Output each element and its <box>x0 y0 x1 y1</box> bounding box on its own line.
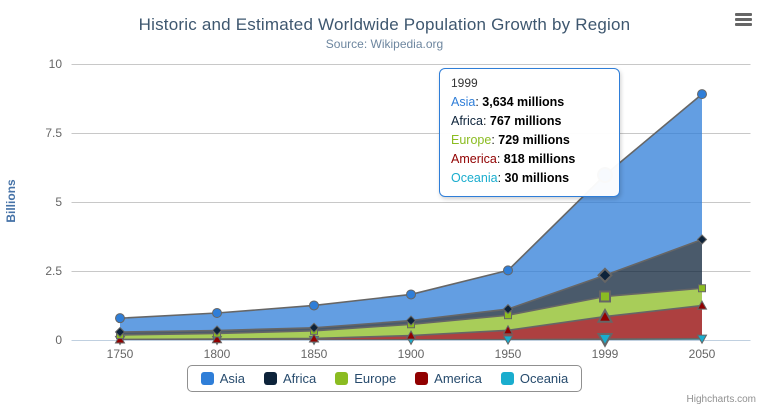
marker-africa-1850[interactable] <box>308 322 320 333</box>
marker-asia-1800[interactable] <box>212 308 222 319</box>
x-axis-label: 1750 <box>107 347 134 361</box>
area-asia[interactable] <box>120 94 702 333</box>
y-axis-label: 5 <box>55 195 62 209</box>
tooltip-row-asia: Asia: 3,634 millions <box>451 95 565 109</box>
y-axis-title: Billions <box>4 179 18 223</box>
tooltip-series-name: Africa <box>451 114 483 128</box>
marker-oceania-1950[interactable] <box>502 335 514 346</box>
legend-item-label: Oceania <box>519 371 569 386</box>
marker-europe-1999[interactable] <box>599 290 611 303</box>
tooltip-row-oceania: Oceania: 30 millions <box>451 171 570 185</box>
tooltip-series-name: Asia <box>451 95 476 109</box>
x-axis-label: 1900 <box>398 347 425 361</box>
marker-africa-1999[interactable] <box>597 267 613 284</box>
tooltip: 1999 Asia: 3,634 millions Africa: 767 mil… <box>439 68 620 197</box>
marker-oceania-2050[interactable] <box>696 334 708 345</box>
legend-item-africa[interactable]: Africa <box>264 371 316 386</box>
legend-item-label: Africa <box>283 371 317 386</box>
marker-asia-1750[interactable] <box>115 313 125 324</box>
legend: Asia Africa Europe America Oceania <box>0 365 769 392</box>
legend-item-label: Asia <box>219 371 246 386</box>
tooltip-series-name: Europe <box>451 133 492 147</box>
legend-swatch-europe <box>335 372 349 385</box>
legend-item-label: Europe <box>354 371 397 386</box>
marker-africa-2050[interactable] <box>696 234 708 245</box>
marker-america-1999[interactable] <box>596 308 614 323</box>
y-axis-label: 0 <box>55 333 62 347</box>
tooltip-header: 1999 <box>451 76 478 90</box>
tooltip-row-africa: Africa: 767 millions <box>451 114 562 128</box>
tooltip-row-europe: Europe: 729 millions <box>451 133 570 147</box>
marker-africa-1950[interactable] <box>502 303 514 315</box>
y-axis-label: 10 <box>49 57 63 71</box>
marker-asia-2050[interactable] <box>697 89 707 100</box>
x-axis-label: 2050 <box>689 347 716 361</box>
legend-item-america[interactable]: America <box>415 371 482 386</box>
marker-oceania-1999[interactable] <box>596 332 614 348</box>
hamburger-icon <box>735 13 752 16</box>
marker-america-1800[interactable] <box>211 333 223 344</box>
legend-swatch-asia <box>200 372 214 385</box>
legend-swatch-oceania <box>500 372 514 385</box>
tooltip-series-value: 30 millions <box>504 171 570 185</box>
marker-america-2050[interactable] <box>696 300 708 310</box>
marker-america-1950[interactable] <box>502 324 514 335</box>
marker-africa-1750[interactable] <box>114 326 126 338</box>
tooltip-series-value: 767 millions <box>489 114 562 128</box>
marker-europe-2050[interactable] <box>698 284 706 293</box>
legend-swatch-africa <box>264 372 278 385</box>
marker-asia-1950[interactable] <box>503 265 513 276</box>
chart-subtitle: Source: Wikipedia.org <box>325 37 444 51</box>
tooltip-series-value: 818 millions <box>503 152 576 166</box>
tooltip-series-name: Oceania <box>451 171 498 185</box>
area-africa[interactable] <box>120 239 702 335</box>
legend-item-label: America <box>434 371 482 386</box>
marker-asia-1900[interactable] <box>406 289 416 300</box>
tooltip-series-value: 729 millions <box>498 133 570 147</box>
legend-swatch-america <box>415 372 429 385</box>
legend-item-oceania[interactable]: Oceania <box>500 371 569 386</box>
legend-item-europe[interactable]: Europe <box>335 371 396 386</box>
marker-america-1750[interactable] <box>114 333 126 344</box>
x-axis-label: 1800 <box>204 347 231 361</box>
y-axis-label: 2.5 <box>45 264 62 278</box>
tooltip-rows: Asia: 3,634 millions Africa: 767 millions… <box>451 93 608 188</box>
tooltip-series-name: America <box>451 152 497 166</box>
marker-asia-1850[interactable] <box>309 300 319 311</box>
marker-america-1900[interactable] <box>405 329 417 340</box>
tooltip-series-value: 3,634 millions <box>482 95 565 109</box>
y-axis-label: 7.5 <box>45 126 62 140</box>
export-menu-button[interactable] <box>735 13 752 28</box>
legend-item-asia[interactable]: Asia <box>200 371 246 386</box>
x-axis-label: 1950 <box>495 347 522 361</box>
chart-title: Historic and Estimated Worldwide Populat… <box>138 15 631 34</box>
area-america[interactable] <box>120 305 702 340</box>
tooltip-row-america: America: 818 millions <box>451 152 576 166</box>
marker-africa-1900[interactable] <box>405 315 417 326</box>
credits-link[interactable]: Highcharts.com <box>686 394 756 405</box>
legend-box: Asia Africa Europe America Oceania <box>186 365 583 392</box>
marker-america-1850[interactable] <box>308 332 320 343</box>
x-axis-label: 1850 <box>301 347 328 361</box>
x-axis-label: 1999 <box>592 347 619 361</box>
marker-africa-1800[interactable] <box>211 325 223 336</box>
